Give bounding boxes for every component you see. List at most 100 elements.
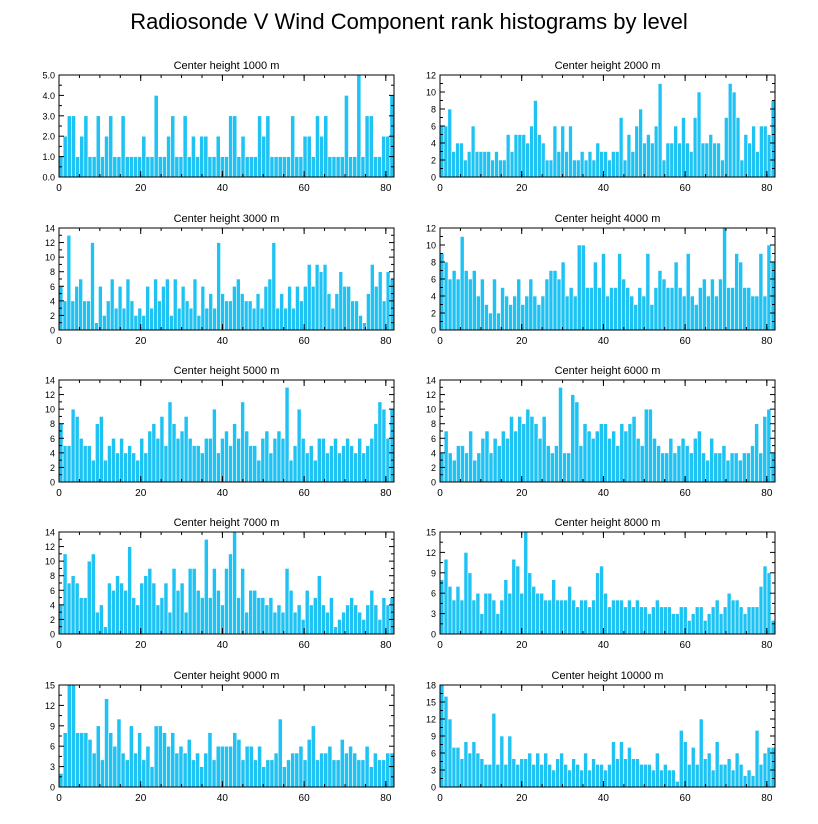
y-tick-label: 8: [50, 267, 55, 277]
bar: [513, 430, 518, 483]
bar: [294, 156, 300, 178]
bar: [590, 437, 596, 483]
bar: [747, 142, 752, 178]
chart-panel-1: Center height 1000 m 0.0 1.0 2.0 3.0 4.0 5.0 0 2…: [42, 60, 395, 194]
x-tick-label: 0: [56, 488, 62, 499]
bar: [377, 401, 383, 483]
y-tick-label: 9: [431, 568, 436, 578]
bar: [373, 423, 379, 483]
bar: [296, 604, 302, 635]
x-tick-label: 20: [516, 336, 528, 347]
bar: [175, 589, 181, 635]
bar: [133, 752, 138, 788]
bar: [137, 732, 143, 788]
bar: [306, 739, 312, 788]
bar: [746, 606, 752, 635]
bar: [329, 445, 334, 483]
bar: [580, 244, 586, 331]
bar: [488, 452, 494, 483]
y-tick-label: 6: [50, 742, 55, 752]
bar: [282, 156, 287, 178]
bar: [302, 135, 308, 178]
bar: [690, 613, 696, 635]
bar: [263, 285, 269, 331]
bar: [663, 764, 668, 788]
bar: [82, 597, 88, 635]
bar: [327, 745, 333, 788]
bar: [583, 599, 588, 635]
bar: [750, 295, 756, 331]
bar: [287, 285, 292, 331]
bar: [153, 278, 158, 331]
bar: [381, 135, 387, 178]
bar: [499, 599, 505, 635]
bar: [90, 553, 96, 635]
bar: [467, 752, 473, 788]
bar: [288, 589, 294, 635]
bar: [525, 142, 530, 178]
x-tick-label: 20: [516, 793, 528, 804]
bar: [607, 606, 612, 635]
bar: [751, 125, 756, 178]
x-tick-label: 40: [598, 183, 610, 194]
bar: [272, 437, 278, 483]
bar: [224, 745, 229, 788]
bar: [312, 597, 318, 635]
bar: [568, 125, 573, 178]
bar: [619, 741, 624, 788]
bar: [58, 773, 64, 788]
y-tick-label: 12: [426, 715, 436, 725]
bar: [525, 408, 531, 483]
y-tick-label: 8: [431, 105, 436, 115]
bar: [712, 142, 717, 178]
bar: [325, 611, 330, 635]
bar: [669, 142, 675, 178]
bar: [356, 759, 362, 788]
bars: [58, 684, 395, 788]
bar: [567, 769, 572, 788]
y-tick-label: 4: [431, 139, 436, 149]
bar: [476, 295, 481, 331]
bar: [365, 445, 371, 483]
bar: [251, 307, 257, 331]
y-tick-label: 6: [50, 434, 55, 444]
bar: [443, 558, 449, 635]
bar: [155, 604, 161, 635]
bar: [232, 423, 237, 483]
bar: [145, 285, 150, 331]
bar: [288, 459, 294, 483]
bars: [439, 83, 776, 178]
bar: [587, 606, 592, 635]
bar: [247, 300, 253, 331]
bar: [186, 156, 192, 178]
bar: [611, 151, 616, 178]
bar: [653, 287, 659, 331]
bar: [348, 745, 353, 788]
bar: [163, 582, 169, 635]
bar: [574, 401, 580, 483]
bar: [607, 159, 612, 178]
bar: [710, 606, 716, 635]
bar: [191, 568, 197, 635]
bar: [443, 696, 449, 788]
bar: [283, 307, 288, 331]
bar: [174, 156, 180, 178]
bar: [722, 606, 728, 635]
bar: [556, 151, 562, 178]
bar: [195, 156, 200, 178]
y-tick-label: 4: [50, 296, 55, 306]
bar: [503, 579, 509, 635]
bar: [738, 606, 744, 635]
bar: [689, 295, 695, 331]
bar: [653, 125, 659, 178]
bar: [165, 278, 170, 331]
bar: [754, 606, 760, 635]
bar: [203, 752, 209, 788]
bar: [120, 115, 126, 178]
bar: [381, 597, 387, 635]
bar: [373, 156, 378, 178]
bar: [182, 115, 188, 178]
bar: [356, 74, 362, 178]
bar: [701, 452, 706, 483]
bar: [268, 452, 274, 483]
